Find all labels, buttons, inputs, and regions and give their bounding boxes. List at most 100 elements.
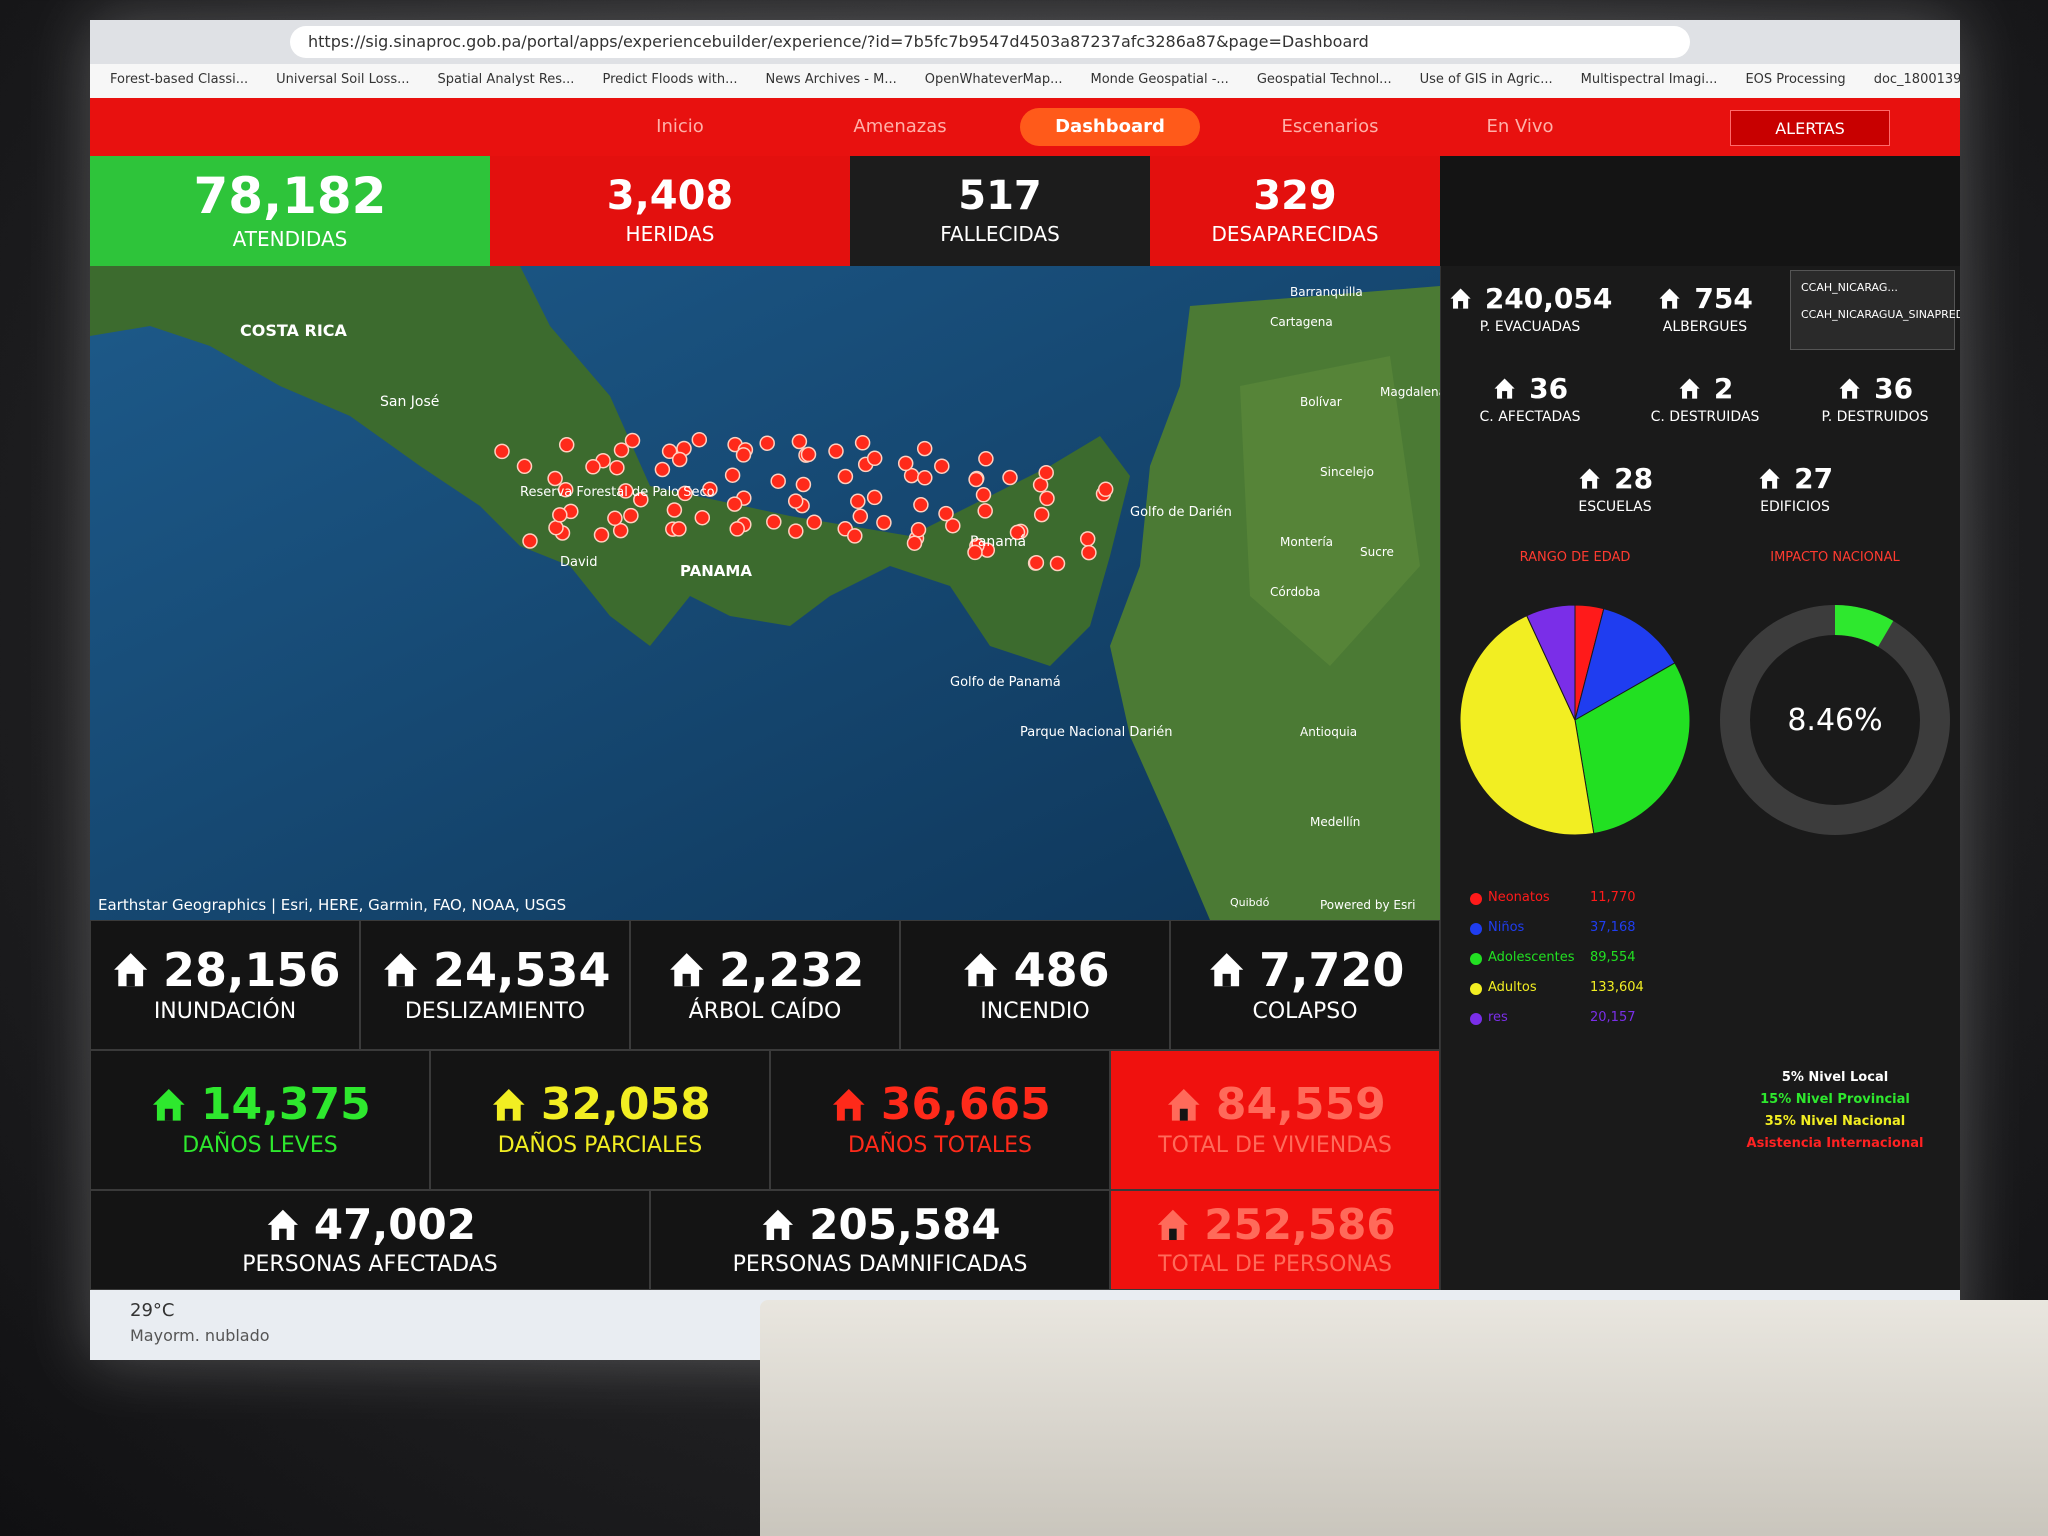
bookmark[interactable]: EOS Processing	[1745, 72, 1846, 87]
stat-row: 517	[958, 176, 1042, 216]
icon-shape	[833, 1088, 865, 1121]
bookmark[interactable]: News Archives - M...	[765, 72, 897, 87]
incident-dot	[916, 440, 933, 457]
nav-item[interactable]: Escenarios	[1281, 116, 1379, 137]
map-label: Barranquilla	[1290, 285, 1363, 299]
incident-dot	[1049, 555, 1066, 572]
map-label: Golfo de Darién	[1130, 505, 1232, 520]
map-label: Sucre	[1360, 545, 1394, 559]
icon	[1839, 378, 1860, 400]
stat-card: 2 C. DESTRUIDAS	[1620, 360, 1790, 440]
incident-dot	[917, 470, 933, 486]
map-attribution: Earthstar Geographics | Esri, HERE, Garm…	[98, 896, 567, 914]
icon	[493, 1088, 525, 1121]
incident-dot	[852, 508, 869, 525]
bookmark[interactable]: doc_180013942.pdf	[1873, 72, 1960, 87]
nav-item[interactable]: En Vivo	[1486, 116, 1554, 137]
stat-label: TOTAL DE PERSONAS	[1158, 1251, 1392, 1277]
stat-row: 27	[1757, 465, 1833, 493]
icon-shape	[1659, 288, 1680, 310]
stat-card: 14,375 DAÑOS LEVES	[90, 1050, 430, 1190]
popup-item[interactable]: CCAH_NICARAG...	[1801, 281, 1898, 294]
bookmark[interactable]: Spatial Analyst Res...	[437, 72, 575, 87]
stat-value: 3,408	[606, 173, 734, 219]
bookmark[interactable]: Multispectral Imagi...	[1580, 72, 1718, 87]
incident-dot	[702, 481, 718, 497]
incident-dot	[691, 431, 708, 448]
alert-button[interactable]: ALERTAS	[1730, 110, 1890, 146]
bookmark[interactable]: OpenWhateverMap...	[924, 72, 1063, 87]
map-label: Panamá	[970, 534, 1026, 550]
incident-dot	[967, 544, 983, 561]
incident-dot	[613, 442, 630, 458]
icon	[763, 1209, 794, 1240]
stat-label: P. DESTRUIDOS	[1821, 409, 1929, 425]
stat-value: 47,002	[313, 1199, 476, 1249]
icon	[964, 952, 998, 987]
stat-card: 47,002 PERSONAS AFECTADAS	[90, 1190, 650, 1290]
map: COSTA RICA San José Reserva Forestal de Pa…	[90, 266, 1440, 920]
incident-dot	[847, 528, 863, 544]
stat-row: 252,586	[1154, 1203, 1396, 1246]
bookmark[interactable]: Monde Geospatial -...	[1090, 72, 1229, 87]
map-label: Sincelejo	[1320, 465, 1374, 479]
bookmark[interactable]: Use of GIS in Agric...	[1419, 72, 1553, 87]
incident-dot	[593, 527, 610, 543]
icon-shape	[1579, 468, 1600, 490]
bookmark[interactable]: Universal Soil Loss...	[276, 72, 410, 87]
stat-value: 754	[1694, 282, 1753, 315]
icon-shape	[1158, 1209, 1189, 1240]
stat-row: 240,054	[1448, 285, 1612, 313]
legend-value: 11,770	[1590, 890, 1636, 905]
icon	[1659, 288, 1680, 310]
nav-item[interactable]: Inicio	[656, 116, 704, 137]
icon	[1679, 378, 1700, 400]
stat-value: 7,720	[1258, 942, 1405, 997]
stat-label: P. EVACUADAS	[1479, 319, 1581, 335]
stat-card: 3,408 HERIDAS	[490, 156, 850, 266]
pie-slice	[1574, 608, 1676, 722]
incident-dot	[677, 485, 693, 502]
icon-door	[1686, 391, 1692, 400]
donut-label: 8.46%	[1787, 703, 1882, 738]
map-label: Montería	[1280, 535, 1333, 549]
legend-label: Adolescentes	[1488, 950, 1575, 965]
popup-item[interactable]: CCAH_NICARAGUA_SINAPRED	[1801, 308, 1960, 321]
pie-slice	[1459, 614, 1595, 836]
incident-dot	[609, 459, 625, 476]
incident-dot	[978, 451, 994, 467]
icon	[1158, 1209, 1189, 1240]
stat-label: DAÑOS TOTALES	[848, 1132, 1032, 1158]
nav-item[interactable]: Amenazas	[853, 116, 947, 137]
nav-item[interactable]: Dashboard	[1020, 108, 1200, 146]
stat-card: 517 FALLECIDAS	[850, 156, 1150, 266]
stat-row: 36	[1492, 375, 1568, 403]
stat-label: ESCUELAS	[1578, 499, 1652, 515]
incident-dot	[945, 517, 961, 534]
incident-dot	[975, 487, 992, 503]
stat-value: 24,534	[432, 942, 611, 997]
incident-dot	[1033, 506, 1050, 523]
incident-dot	[552, 507, 568, 523]
icon-door	[1180, 1108, 1189, 1121]
incident-dot	[866, 489, 883, 506]
url-bar[interactable]: https://sig.sinaproc.gob.pa/portal/apps/…	[290, 26, 1690, 58]
icon-door	[505, 1108, 514, 1121]
bookmark[interactable]: Forest-based Classi...	[110, 72, 249, 87]
stat-value: 28,156	[162, 942, 341, 997]
icon-shape	[1679, 378, 1700, 400]
stat-row: 205,584	[759, 1199, 1001, 1249]
map-label: Golfo de Panamá	[950, 675, 1061, 690]
stat-value: 2,232	[718, 942, 865, 997]
incident-dot	[854, 435, 871, 451]
incident-dot	[1002, 469, 1018, 486]
stat-value: 329	[1253, 173, 1337, 219]
stat-label: FALLECIDAS	[940, 222, 1060, 246]
stat-value: 205,584	[809, 1199, 1001, 1249]
map-label: Córdoba	[1270, 585, 1320, 599]
legend-label: res	[1488, 1010, 1508, 1025]
incident-dot	[787, 493, 804, 509]
bookmark[interactable]: Geospatial Technol...	[1256, 72, 1392, 87]
bookmark[interactable]: Predict Floods with...	[602, 72, 738, 87]
